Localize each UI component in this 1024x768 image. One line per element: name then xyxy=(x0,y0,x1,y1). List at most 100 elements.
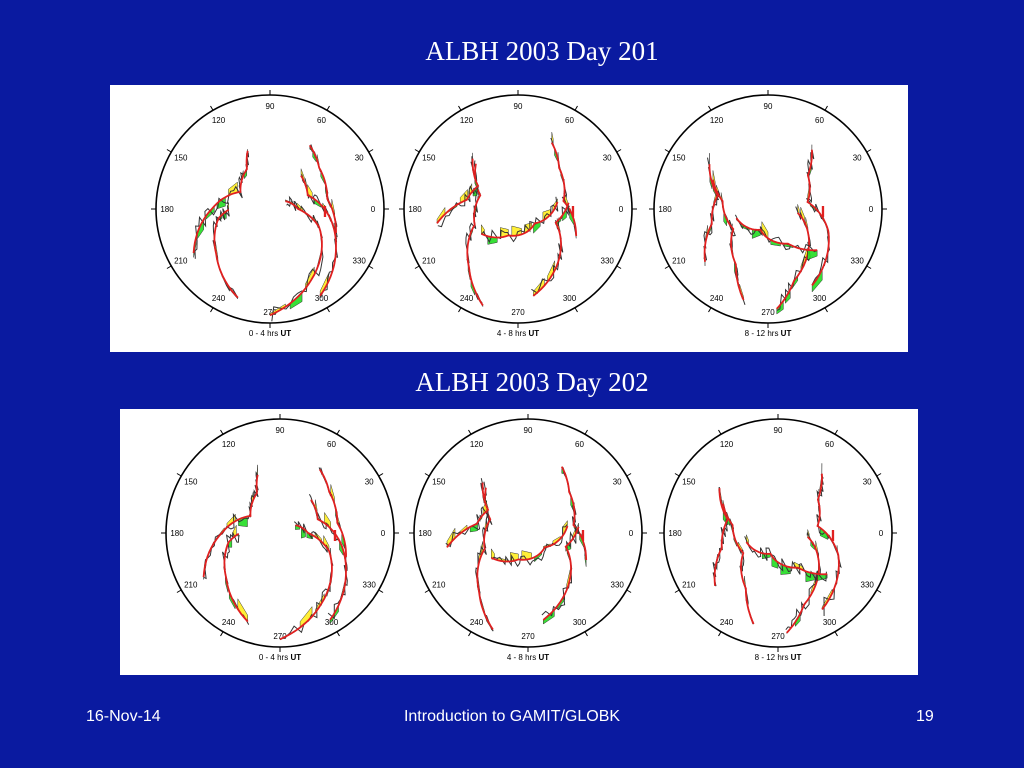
azimuth-tick-label: 210 xyxy=(422,257,436,266)
azimuth-tick-label: 210 xyxy=(682,581,696,590)
azimuth-tick-label: 300 xyxy=(573,618,587,627)
satellite-track xyxy=(308,144,338,238)
time-window-caption: 4 - 8 hrs UT xyxy=(507,653,549,662)
satellite-track xyxy=(445,478,490,548)
azimuth-tick-label: 150 xyxy=(682,478,696,487)
azimuth-tick-label: 210 xyxy=(432,581,446,590)
azimuth-tick-label: 120 xyxy=(222,440,236,449)
title-day-201: ALBH 2003 Day 201 xyxy=(425,36,659,66)
satellite-track xyxy=(541,523,580,625)
azimuth-tick-label: 150 xyxy=(432,478,446,487)
azimuth-tick-label: 60 xyxy=(815,116,824,125)
azimuth-tick-label: 0 xyxy=(619,205,624,214)
title-day-202: ALBH 2003 Day 202 xyxy=(415,367,649,397)
satellite-track xyxy=(480,196,559,245)
satellite-track xyxy=(816,463,842,617)
satellite-track xyxy=(212,202,239,300)
satellite-track xyxy=(436,152,480,228)
azimuth-tick-label: 60 xyxy=(825,440,834,449)
azimuth-tick-label: 30 xyxy=(355,154,364,163)
azimuth-tick-label: 0 xyxy=(371,205,376,214)
azimuth-tick-label: 300 xyxy=(823,618,837,627)
azimuth-tick-label: 330 xyxy=(601,257,615,266)
azimuth-tick-label: 0 xyxy=(869,205,874,214)
azimuth-tick-label: 180 xyxy=(668,529,682,538)
skyplot-panel-day-202: 90 60 30 0 330 300 270 240 210 180 150 120 I 0 - 4 hr… xyxy=(120,409,918,675)
azimuth-tick-label: 210 xyxy=(174,257,188,266)
azimuth-tick-label: 300 xyxy=(325,618,339,627)
azimuth-tick-label: 240 xyxy=(710,294,724,303)
satellite-track xyxy=(734,214,818,261)
azimuth-tick-label: 120 xyxy=(212,116,226,125)
satellite-track xyxy=(202,464,259,580)
azimuth-tick-label: 180 xyxy=(408,205,422,214)
time-window-caption: 0 - 4 hrs UT xyxy=(259,653,301,662)
azimuth-tick-label: 240 xyxy=(470,618,484,627)
time-window-caption: 0 - 4 hrs UT xyxy=(249,329,291,338)
azimuth-tick-label: 210 xyxy=(184,581,198,590)
azimuth-tick-label: 120 xyxy=(720,440,734,449)
satellite-track xyxy=(560,466,588,567)
footer-title: Introduction to GAMIT/GLOBK xyxy=(403,708,621,725)
azimuth-tick-label: 30 xyxy=(603,154,612,163)
azimuth-tick-label: 30 xyxy=(613,478,622,487)
azimuth-tick-label: 240 xyxy=(222,618,236,627)
azimuth-tick-label: 240 xyxy=(720,618,734,627)
azimuth-tick-label: 210 xyxy=(672,257,686,266)
azimuth-tick-label: 270 xyxy=(273,632,287,641)
satellite-track xyxy=(490,519,569,568)
azimuth-tick-label: 60 xyxy=(317,116,326,125)
satellite-track xyxy=(300,168,339,298)
azimuth-tick-label: 90 xyxy=(514,102,523,111)
azimuth-tick-label: 330 xyxy=(611,581,625,590)
time-window-caption: 8 - 12 hrs UT xyxy=(745,329,792,338)
satellite-track xyxy=(703,153,719,266)
azimuth-tick-label: 60 xyxy=(327,440,336,449)
receiver-marker: I xyxy=(831,528,835,545)
azimuth-tick-label: 270 xyxy=(761,308,775,317)
azimuth-tick-label: 180 xyxy=(658,205,672,214)
receiver-marker: I xyxy=(571,204,575,221)
azimuth-tick-label: 270 xyxy=(771,632,785,641)
azimuth-tick-label: 60 xyxy=(565,116,574,125)
azimuth-tick-label: 90 xyxy=(524,426,533,435)
satellite-track xyxy=(712,486,729,587)
azimuth-tick-label: 270 xyxy=(511,308,525,317)
satellite-track xyxy=(192,149,250,259)
azimuth-tick-label: 90 xyxy=(774,426,783,435)
satellite-track xyxy=(744,534,828,583)
time-window-caption: 8 - 12 hrs UT xyxy=(755,653,802,662)
azimuth-tick-label: 150 xyxy=(174,154,188,163)
receiver-marker: I xyxy=(581,528,585,545)
satellite-track xyxy=(269,195,324,322)
azimuth-tick-label: 90 xyxy=(764,102,773,111)
azimuth-tick-label: 60 xyxy=(575,440,584,449)
azimuth-tick-label: 90 xyxy=(266,102,275,111)
azimuth-tick-label: 180 xyxy=(170,529,184,538)
satellite-track xyxy=(308,494,348,625)
azimuth-tick-label: 240 xyxy=(212,294,226,303)
azimuth-tick-label: 30 xyxy=(863,478,872,487)
azimuth-tick-label: 120 xyxy=(470,440,484,449)
azimuth-tick-label: 150 xyxy=(184,478,198,487)
azimuth-tick-label: 300 xyxy=(813,294,827,303)
azimuth-tick-label: 30 xyxy=(365,478,374,487)
azimuth-tick-label: 300 xyxy=(563,294,577,303)
azimuth-tick-label: 270 xyxy=(263,308,277,317)
satellite-track xyxy=(222,525,250,625)
azimuth-tick-label: 330 xyxy=(851,257,865,266)
azimuth-tick-label: 150 xyxy=(422,154,436,163)
satellite-track xyxy=(279,521,334,641)
azimuth-tick-label: 0 xyxy=(879,529,884,538)
satellite-track xyxy=(550,132,578,239)
azimuth-tick-label: 300 xyxy=(315,294,329,303)
satellite-track xyxy=(712,170,746,305)
receiver-marker: I xyxy=(821,204,825,221)
azimuth-tick-label: 180 xyxy=(418,529,432,538)
